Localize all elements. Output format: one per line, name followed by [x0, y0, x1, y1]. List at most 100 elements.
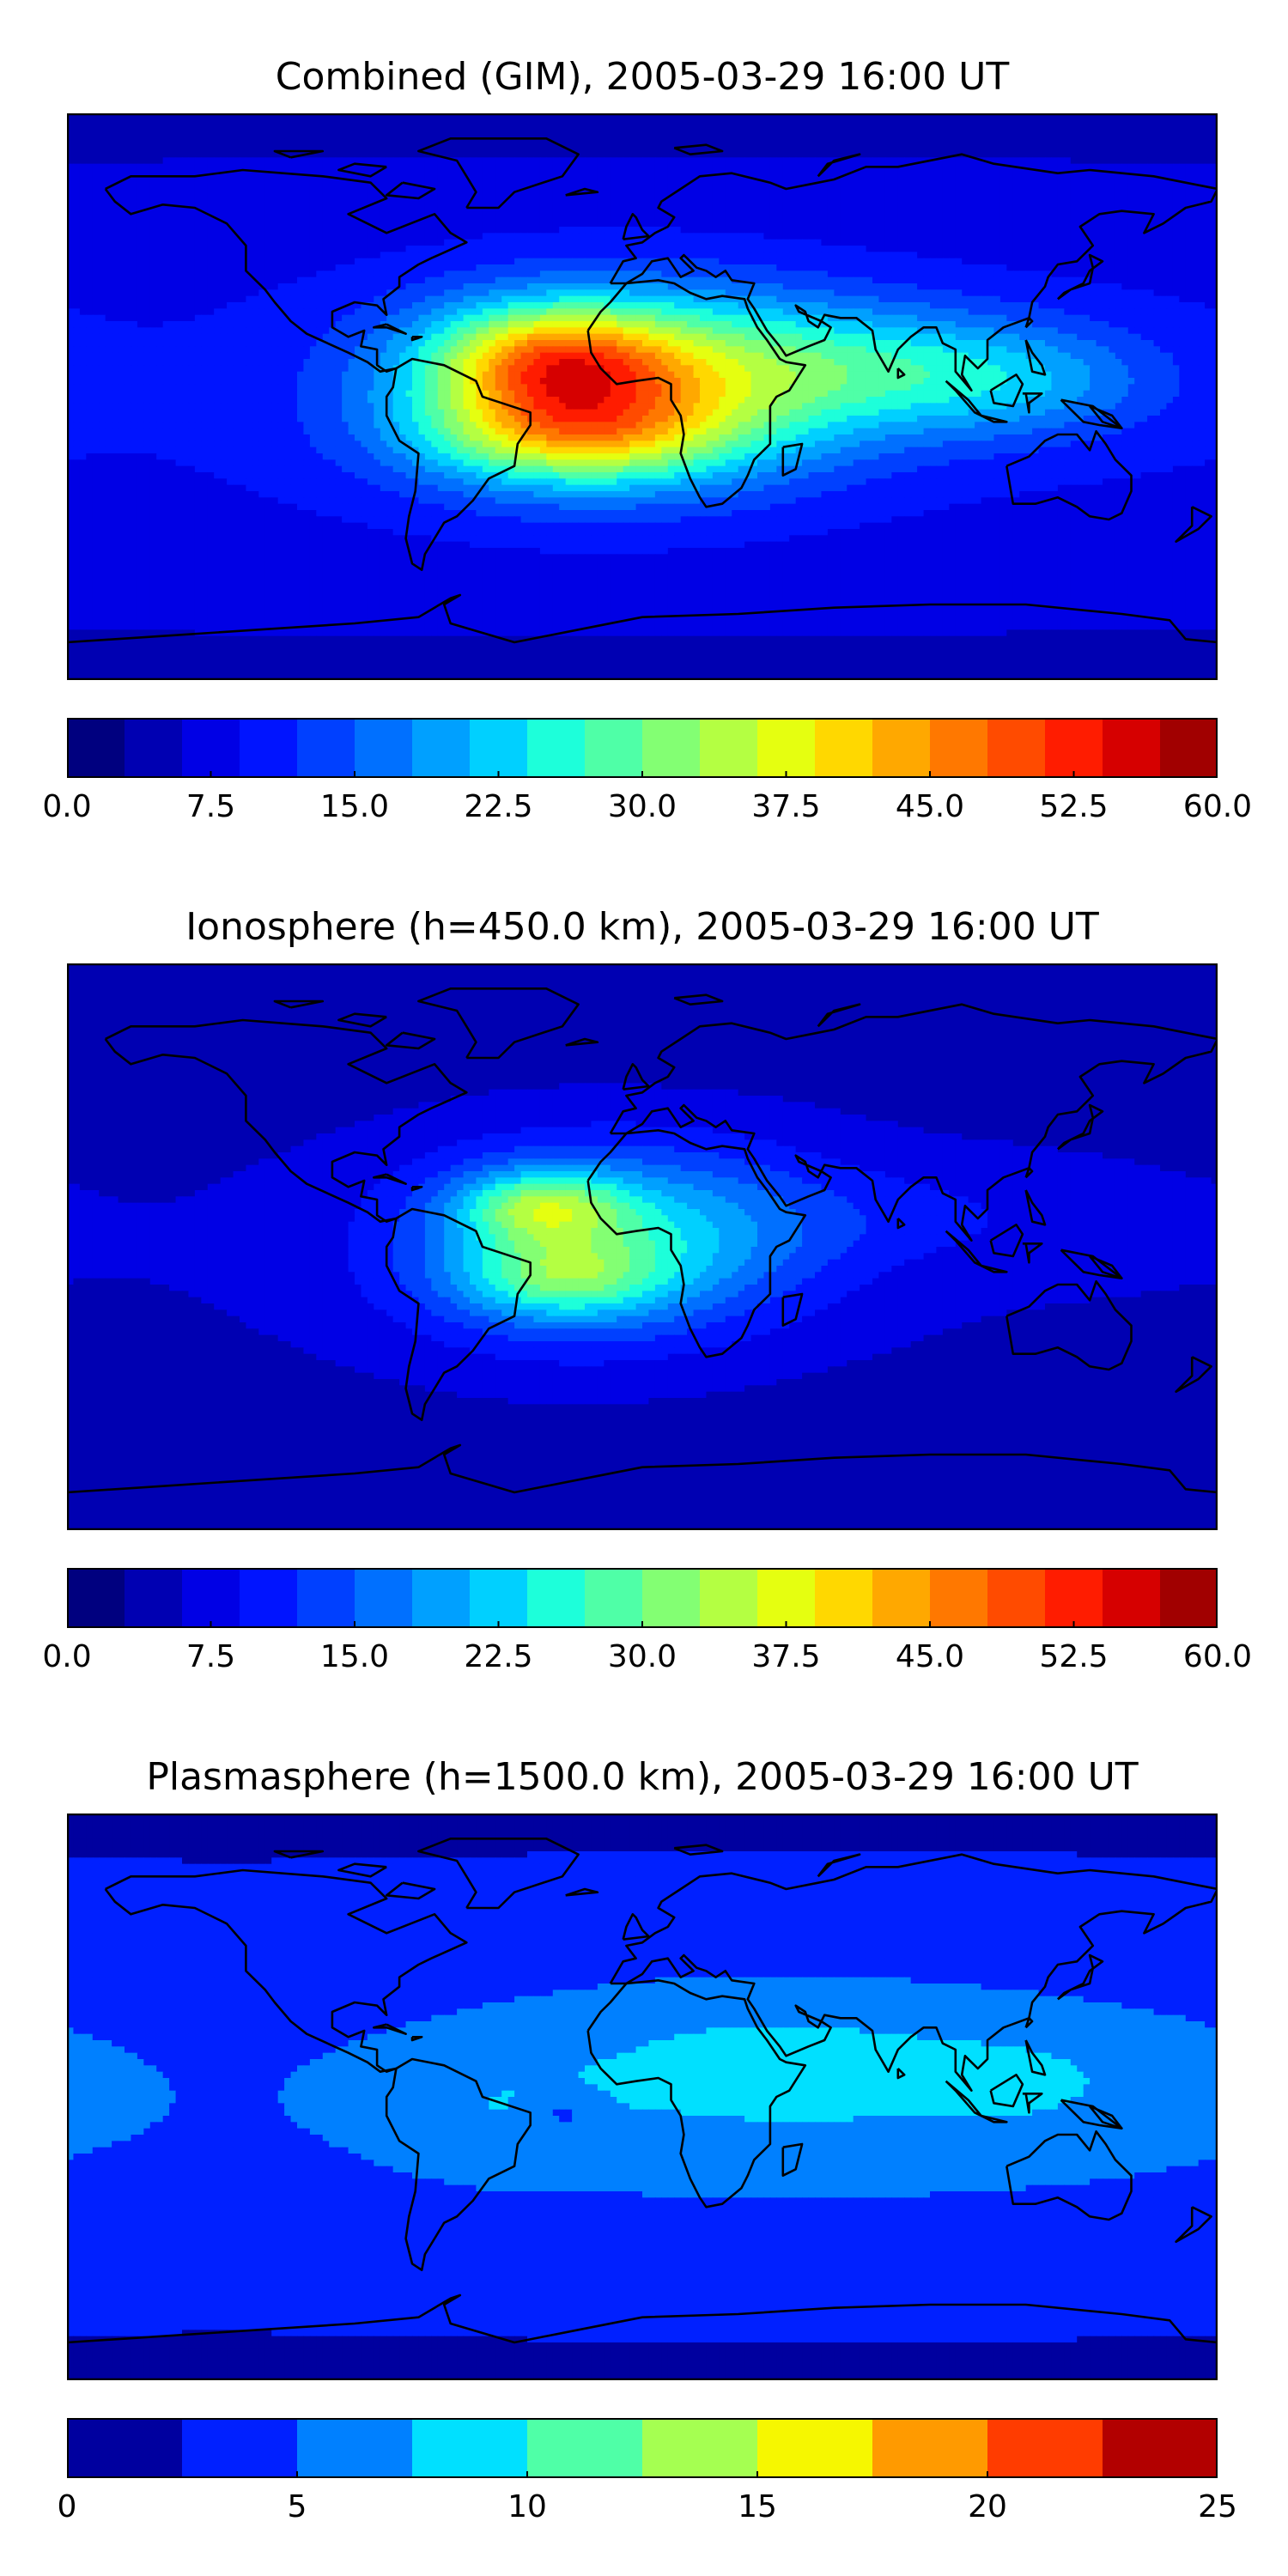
coastline-15	[1024, 1189, 1047, 1226]
coastline-16	[781, 2142, 804, 2178]
colorbar-segment-16	[987, 1568, 1046, 1628]
colorbar-segment-4	[297, 1568, 355, 1628]
coastline-2	[417, 137, 580, 210]
colorbar-tick-label: 15.0	[320, 790, 389, 824]
colorbar-segment-13	[815, 718, 873, 778]
coastline-16	[781, 1292, 804, 1327]
coastline-14	[1060, 2099, 1123, 2130]
coastline-14	[1060, 1249, 1123, 1280]
coastline-6	[67, 593, 1218, 644]
coastline-25	[817, 153, 861, 178]
colorbar-tick-label: 37.5	[751, 1640, 820, 1674]
map-frame	[67, 1814, 1218, 2380]
panel-2-colorbar	[67, 1568, 1218, 1628]
coastline-23	[273, 1850, 325, 1859]
coastline-19	[410, 1185, 423, 1192]
coastline-2	[417, 1837, 580, 1910]
coastline-18	[372, 1173, 407, 1186]
colorbar-tick-label: 22.5	[464, 790, 532, 824]
coastline-0	[104, 1868, 468, 2074]
colorbar-tick-label: 30.0	[608, 790, 677, 824]
colorbar-tick-label: 0.0	[42, 1640, 91, 1674]
coastline-9	[1056, 1103, 1104, 1151]
panel-2-title: Ionosphere (h=450.0 km), 2005-03-29 16:0…	[67, 905, 1218, 950]
colorbar-tick-label: 25	[1198, 2490, 1237, 2524]
coastline-4	[586, 279, 807, 508]
colorbar-segment-8	[987, 2418, 1103, 2478]
colorbar-segment-2	[182, 1568, 240, 1628]
colorbar-segment-16	[987, 718, 1046, 778]
colorbar-segment-2	[297, 2418, 413, 2478]
coastline-16	[781, 442, 804, 477]
coastline-13	[1022, 2092, 1043, 2114]
colorbar-tick-label: 20	[968, 2490, 1007, 2524]
coastline-10	[945, 380, 982, 417]
coastline-0	[104, 168, 468, 374]
panel-2-map	[67, 963, 1218, 1530]
coastline-5	[1005, 1279, 1133, 1371]
heatmap-cells	[67, 113, 1218, 680]
colorbar-tick-label: 7.5	[186, 1640, 235, 1674]
coastline-27	[1089, 1255, 1123, 1280]
colorbar-tick-label: 7.5	[186, 790, 235, 824]
coastline-3	[609, 153, 1218, 392]
coastline-20	[1024, 1167, 1034, 1179]
colorbar-segment-11	[700, 1568, 758, 1628]
coastline-20	[1024, 317, 1034, 329]
coastline-9	[1056, 253, 1104, 301]
coastline-1	[385, 2057, 532, 2272]
heatmap-cells	[67, 1814, 1218, 2380]
coastline-6	[67, 1443, 1218, 1494]
panel-1-map	[67, 113, 1218, 680]
coastline-1	[385, 357, 532, 572]
coastline-11	[981, 414, 1008, 423]
colorbar-tick-label: 15.0	[320, 1640, 389, 1674]
colorbar-segment-5	[355, 718, 413, 778]
colorbar-segment-0	[67, 2418, 183, 2478]
colorbar-segment-8	[527, 1568, 586, 1628]
colorbar-segment-6	[412, 718, 471, 778]
colorbar-segment-7	[470, 718, 528, 778]
coastline-5	[1005, 429, 1133, 521]
coastline-2	[417, 987, 580, 1060]
colorbar-segment-11	[700, 718, 758, 778]
coastlines	[67, 137, 1218, 644]
colorbar-segment-10	[642, 718, 701, 778]
coastline-4	[586, 1129, 807, 1358]
colorbar-tick-label: 37.5	[751, 790, 820, 824]
coastline-8	[565, 187, 599, 197]
colorbar-segment-9	[585, 718, 643, 778]
colorbar-segment-7	[872, 2418, 988, 2478]
colorbar-segment-3	[240, 1568, 298, 1628]
colorbar-segment-3	[412, 2418, 528, 2478]
colorbar-segment-6	[412, 1568, 471, 1628]
coastline-22	[337, 1862, 387, 1878]
coastline-18	[372, 323, 407, 336]
colorbar-segment-12	[757, 718, 816, 778]
coastline-0	[104, 1018, 468, 1224]
colorbar-tick-label: 5	[288, 2490, 307, 2524]
coastline-21	[896, 368, 906, 380]
coastline-25	[817, 1003, 861, 1028]
colorbar-tick-label: 22.5	[464, 1640, 532, 1674]
colorbar-segment-15	[930, 1568, 988, 1628]
colorbar-tick-label: 60.0	[1183, 1640, 1252, 1674]
colorbar-tick-label: 45.0	[896, 790, 964, 824]
heatmap-cells	[67, 963, 1218, 1530]
colorbar-segment-15	[930, 718, 988, 778]
coastline-12	[989, 373, 1024, 408]
colorbar-segment-2	[182, 718, 240, 778]
coastline-26	[673, 993, 724, 1006]
colorbar-segment-5	[642, 2418, 758, 2478]
coastline-25	[817, 1853, 861, 1878]
colorbar-segment-7	[470, 1568, 528, 1628]
coastline-21	[896, 2068, 906, 2080]
coastline-15	[1024, 339, 1047, 376]
colorbar-segment-5	[355, 1568, 413, 1628]
map-frame	[67, 963, 1218, 1530]
coastline-6	[67, 2293, 1218, 2344]
coastline-13	[1022, 392, 1043, 414]
colorbar-segment-1	[182, 2418, 298, 2478]
coastline-19	[410, 2035, 423, 2042]
coastline-12	[989, 2073, 1024, 2108]
